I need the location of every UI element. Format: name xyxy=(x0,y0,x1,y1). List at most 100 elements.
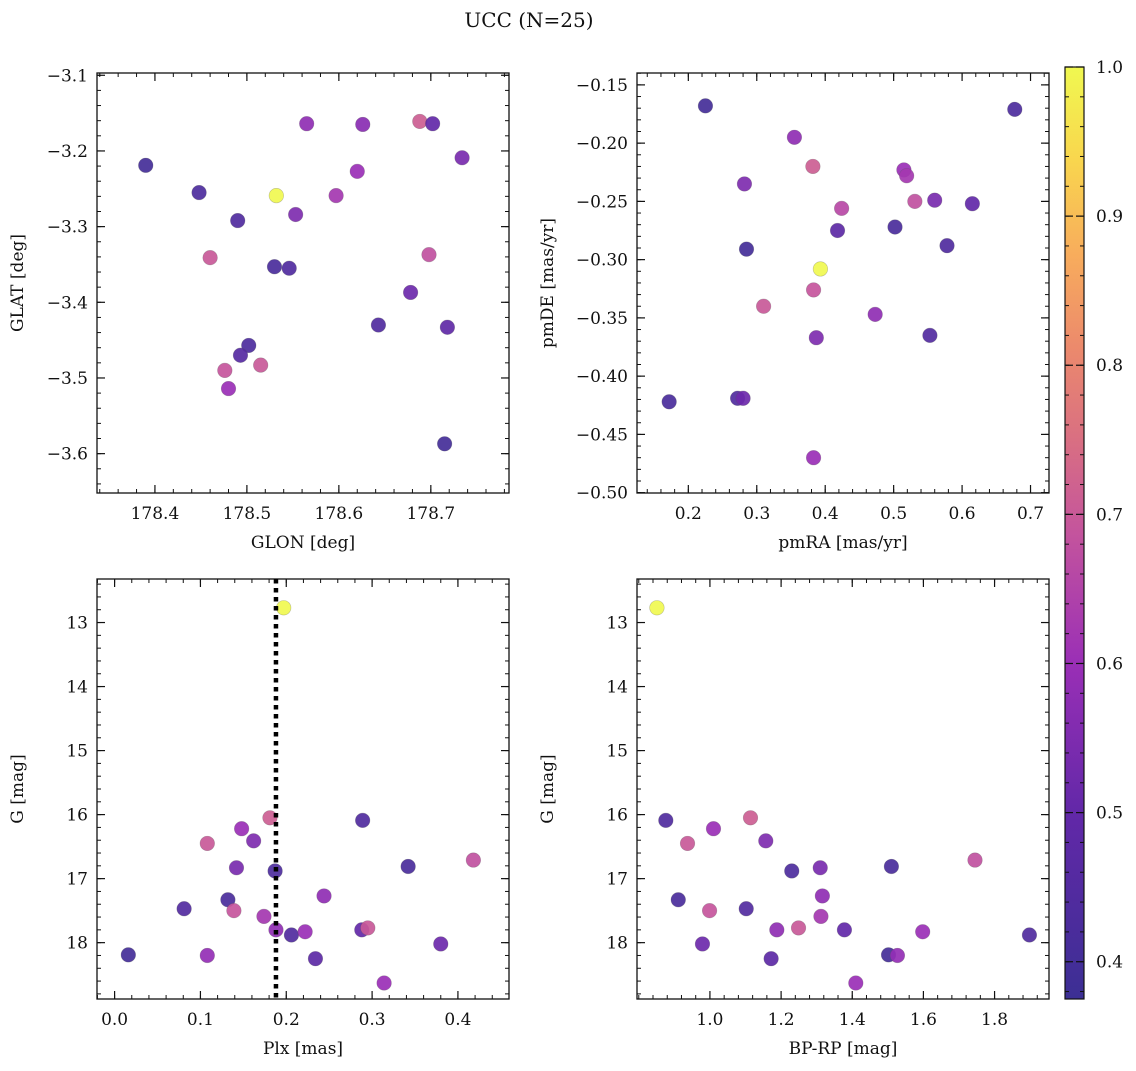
y-tick-label: −3.4 xyxy=(47,293,88,313)
scatter-point xyxy=(299,116,315,132)
scatter-point xyxy=(790,920,807,936)
y-tick-label: 13 xyxy=(66,614,88,634)
scatter-points xyxy=(138,113,470,452)
scatter-point xyxy=(360,920,376,936)
scatter-point xyxy=(256,908,272,925)
scatter-point xyxy=(670,892,686,908)
y-tick-label: 14 xyxy=(66,678,88,698)
scatter-point xyxy=(412,113,428,130)
scatter-point xyxy=(697,98,714,114)
scatter-point xyxy=(784,863,800,879)
scatter-point xyxy=(805,450,822,466)
x-tick-label: 1.6 xyxy=(910,1010,937,1030)
y-tick-label: −3.1 xyxy=(47,66,88,86)
scatter-point xyxy=(266,259,283,275)
x-tick-label: 0.7 xyxy=(1017,504,1044,524)
colorbar-tick-label: 0.4 xyxy=(1096,953,1123,973)
x-axis-label: pmRA [mas/yr] xyxy=(778,533,907,553)
scatter-point xyxy=(836,922,853,938)
scatter-point xyxy=(217,362,233,379)
x-tick-label: 0.2 xyxy=(273,1010,300,1030)
scatter-point xyxy=(649,600,665,616)
y-tick-label: −3.3 xyxy=(47,218,88,238)
scatter-point xyxy=(328,187,344,204)
x-tick-label: 178.7 xyxy=(406,504,455,524)
subplot-bprp-g: 1.0 1.2 1.4 1.6 1.8 13 14 15 16 17 18 BP-RP [mag] G … xyxy=(538,578,1050,1059)
scatter-point xyxy=(735,390,751,406)
scatter-point xyxy=(915,924,931,940)
scatter-point xyxy=(736,176,753,192)
scatter-point xyxy=(400,858,416,875)
x-tick-label: 0.5 xyxy=(880,504,907,524)
scatter-point xyxy=(297,924,313,940)
scatter-point xyxy=(756,298,772,314)
y-axis-label: G [mag] xyxy=(538,754,558,823)
scatter-point xyxy=(226,903,242,919)
y-tick-label: 17 xyxy=(606,870,628,890)
scatter-point xyxy=(138,157,154,173)
y-tick-label: −0.50 xyxy=(576,484,628,504)
scatter-point xyxy=(276,600,292,616)
y-tick-label: 17 xyxy=(66,870,88,890)
minor-ticks xyxy=(97,73,509,493)
scatter-point xyxy=(370,317,387,333)
scatter-point xyxy=(812,261,829,277)
scatter-point xyxy=(661,394,677,410)
scatter-point xyxy=(454,150,470,166)
scatter-point xyxy=(867,306,883,322)
x-tick-label: 0.3 xyxy=(743,504,770,524)
x-tick-label: 1.8 xyxy=(981,1010,1008,1030)
scatter-point xyxy=(679,835,696,852)
scatter-point xyxy=(889,947,906,964)
x-tick-label: 0.0 xyxy=(101,1010,128,1030)
colorbar-tick-label: 0.7 xyxy=(1096,505,1123,525)
y-tick-label: 18 xyxy=(66,934,88,954)
colorbar-tick-label: 0.6 xyxy=(1096,654,1123,674)
scatter-point xyxy=(465,852,481,868)
y-tick-label: −3.5 xyxy=(47,369,88,389)
scatter-point xyxy=(307,951,324,967)
subplot-pmra-pmde: 0.2 0.3 0.4 0.5 0.6 0.7 −0.50 −0.45 −0.40 −0.35 −0… xyxy=(538,72,1050,553)
scatter-point xyxy=(883,858,899,875)
scatter-points xyxy=(661,98,1023,466)
scatter-point xyxy=(232,347,249,363)
scatter-point xyxy=(228,860,245,876)
scatter-point xyxy=(812,860,828,876)
scatter-point xyxy=(694,936,711,952)
scatter-points xyxy=(120,579,481,999)
colorbar-frame xyxy=(1064,66,1085,1000)
subplot-glon-glat: 178.4 178.5 178.6 178.7 −3.6 −3.5 −3.4 −3.3 −3.2… xyxy=(8,66,510,553)
scatter-point xyxy=(769,922,785,938)
scatter-point xyxy=(268,187,284,204)
scatter-point xyxy=(658,812,674,828)
y-tick-label: −0.20 xyxy=(576,134,628,154)
axes-frame xyxy=(636,72,1050,494)
scatter-point xyxy=(738,901,754,917)
scatter-point xyxy=(437,436,453,452)
y-axis-label: G [mag] xyxy=(8,754,28,823)
scatter-point xyxy=(355,116,371,133)
scatter-point xyxy=(1021,927,1038,943)
colorbar-gradient xyxy=(1065,67,1084,999)
scatter-point xyxy=(349,163,365,179)
y-tick-label: −3.2 xyxy=(47,142,88,162)
y-tick-label: −0.45 xyxy=(576,425,628,445)
scatter-point xyxy=(288,206,304,223)
x-tick-label: 0.4 xyxy=(812,504,839,524)
x-tick-label: 0.6 xyxy=(949,504,976,524)
colorbar-tick-label: 0.9 xyxy=(1096,207,1123,227)
scatter-point xyxy=(376,975,392,991)
scatter-point xyxy=(967,852,983,868)
axes-frame xyxy=(96,72,510,494)
scatter-point xyxy=(701,903,718,919)
subplot-plx-g: 0.0 0.1 0.2 0.3 0.4 13 14 15 16 17 18 Plx [mas] G [m… xyxy=(8,578,510,1059)
x-tick-label: 1.0 xyxy=(696,1010,723,1030)
x-tick-label: 178.4 xyxy=(131,504,180,524)
scatter-point xyxy=(439,319,455,335)
colorbar-tick-label: 0.5 xyxy=(1096,804,1123,824)
scatter-point xyxy=(220,380,237,397)
scatter-point xyxy=(283,927,300,943)
minor-ticks xyxy=(637,72,1049,494)
scatter-point xyxy=(705,821,722,837)
y-tick-label: −0.25 xyxy=(576,192,628,212)
